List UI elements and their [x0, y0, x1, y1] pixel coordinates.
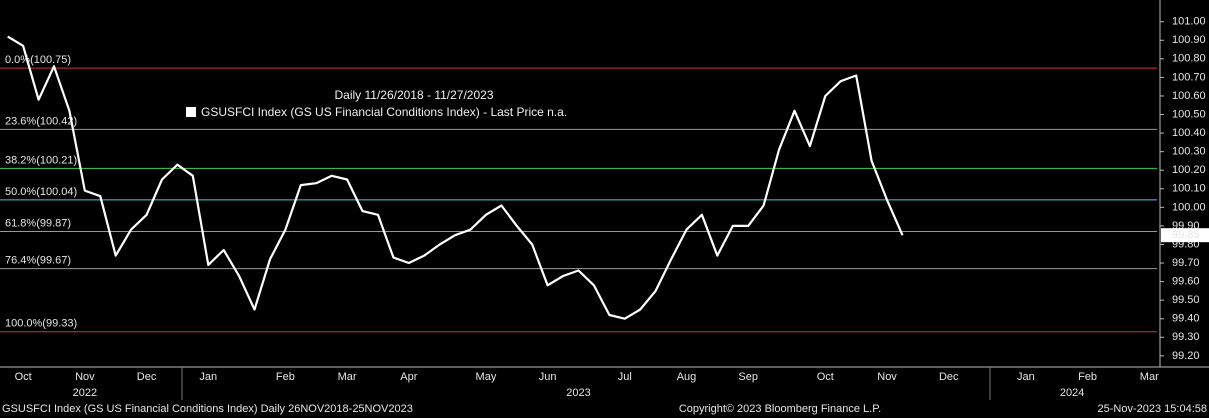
y-tick-label: 99.60	[1172, 276, 1200, 288]
level-label: 61.8%(99.87)	[5, 217, 71, 229]
last-price-tag	[1161, 228, 1209, 243]
x-tick-label: Apr	[400, 371, 417, 383]
y-tick-label: 100.40	[1172, 127, 1206, 139]
legend-swatch	[186, 107, 196, 117]
price-line	[7, 35, 904, 320]
level-label: 100.0%(99.33)	[5, 318, 77, 330]
x-tick-label: Sep	[738, 371, 758, 383]
x-tick-label: Mar	[338, 371, 357, 383]
y-tick-label: 99.40	[1172, 313, 1200, 325]
x-tick-label: Mar	[1140, 371, 1159, 383]
year-label: 2024	[1060, 387, 1084, 399]
y-tick-label: 100.00	[1172, 201, 1206, 213]
x-tick-label: Aug	[677, 371, 697, 383]
x-tick-label: Feb	[276, 371, 295, 383]
x-tick-label: Jul	[618, 371, 632, 383]
x-tick-label: Oct	[15, 371, 32, 383]
x-tick-label: May	[476, 371, 497, 383]
y-tick-label: 100.10	[1172, 183, 1206, 195]
header-box: Daily 11/26/2018 - 11/27/2023 GSUSFCI In…	[180, 86, 616, 126]
subtitle: Daily 11/26/2018 - 11/27/2023	[334, 88, 493, 102]
x-tick-label: Oct	[817, 371, 834, 383]
y-tick-label: 101.00	[1172, 16, 1206, 28]
y-tick-label: 100.90	[1172, 34, 1206, 46]
footer-left: GSUSFCI Index (GS US Financial Condition…	[2, 403, 413, 415]
y-tick-label: 99.50	[1172, 294, 1200, 306]
last-price-label: 99.85	[1172, 229, 1200, 241]
y-tick-label: 100.30	[1172, 146, 1206, 158]
x-tick-label: Dec	[137, 371, 157, 383]
x-tick-label: Jan	[199, 371, 217, 383]
legend-entry: GSUSFCI Index (GS US Financial Condition…	[201, 105, 567, 119]
year-label: 2023	[566, 387, 590, 399]
level-label: 38.2%(100.21)	[5, 154, 77, 166]
y-tick-label: 100.50	[1172, 108, 1206, 120]
x-tick-label: Jun	[539, 371, 557, 383]
y-tick-label: 100.70	[1172, 71, 1206, 83]
level-label: 50.0%(100.04)	[5, 186, 77, 198]
x-tick-label: Nov	[75, 371, 95, 383]
x-tick-label: Feb	[1078, 371, 1097, 383]
header-background	[180, 86, 616, 126]
year-label: 2022	[73, 387, 97, 399]
y-tick-label: 100.80	[1172, 53, 1206, 65]
footer-center: Copyright© 2023 Bloomberg Finance L.P.	[679, 403, 881, 415]
x-tick-label: Nov	[877, 371, 897, 383]
level-label: 0.0%(100.75)	[5, 54, 71, 66]
y-tick-label: 100.60	[1172, 90, 1206, 102]
y-tick-label: 100.20	[1172, 164, 1206, 176]
footer-right: 25-Nov-2023 15:04:58	[1098, 403, 1207, 415]
y-tick-label: 99.20	[1172, 350, 1200, 362]
x-tick-label: Dec	[939, 371, 959, 383]
x-tick-label: Jan	[1017, 371, 1035, 383]
level-label: 76.4%(99.67)	[5, 255, 71, 267]
level-label: 23.6%(100.42)	[5, 115, 77, 127]
y-tick-label: 99.70	[1172, 257, 1200, 269]
y-tick-label: 99.30	[1172, 331, 1200, 343]
